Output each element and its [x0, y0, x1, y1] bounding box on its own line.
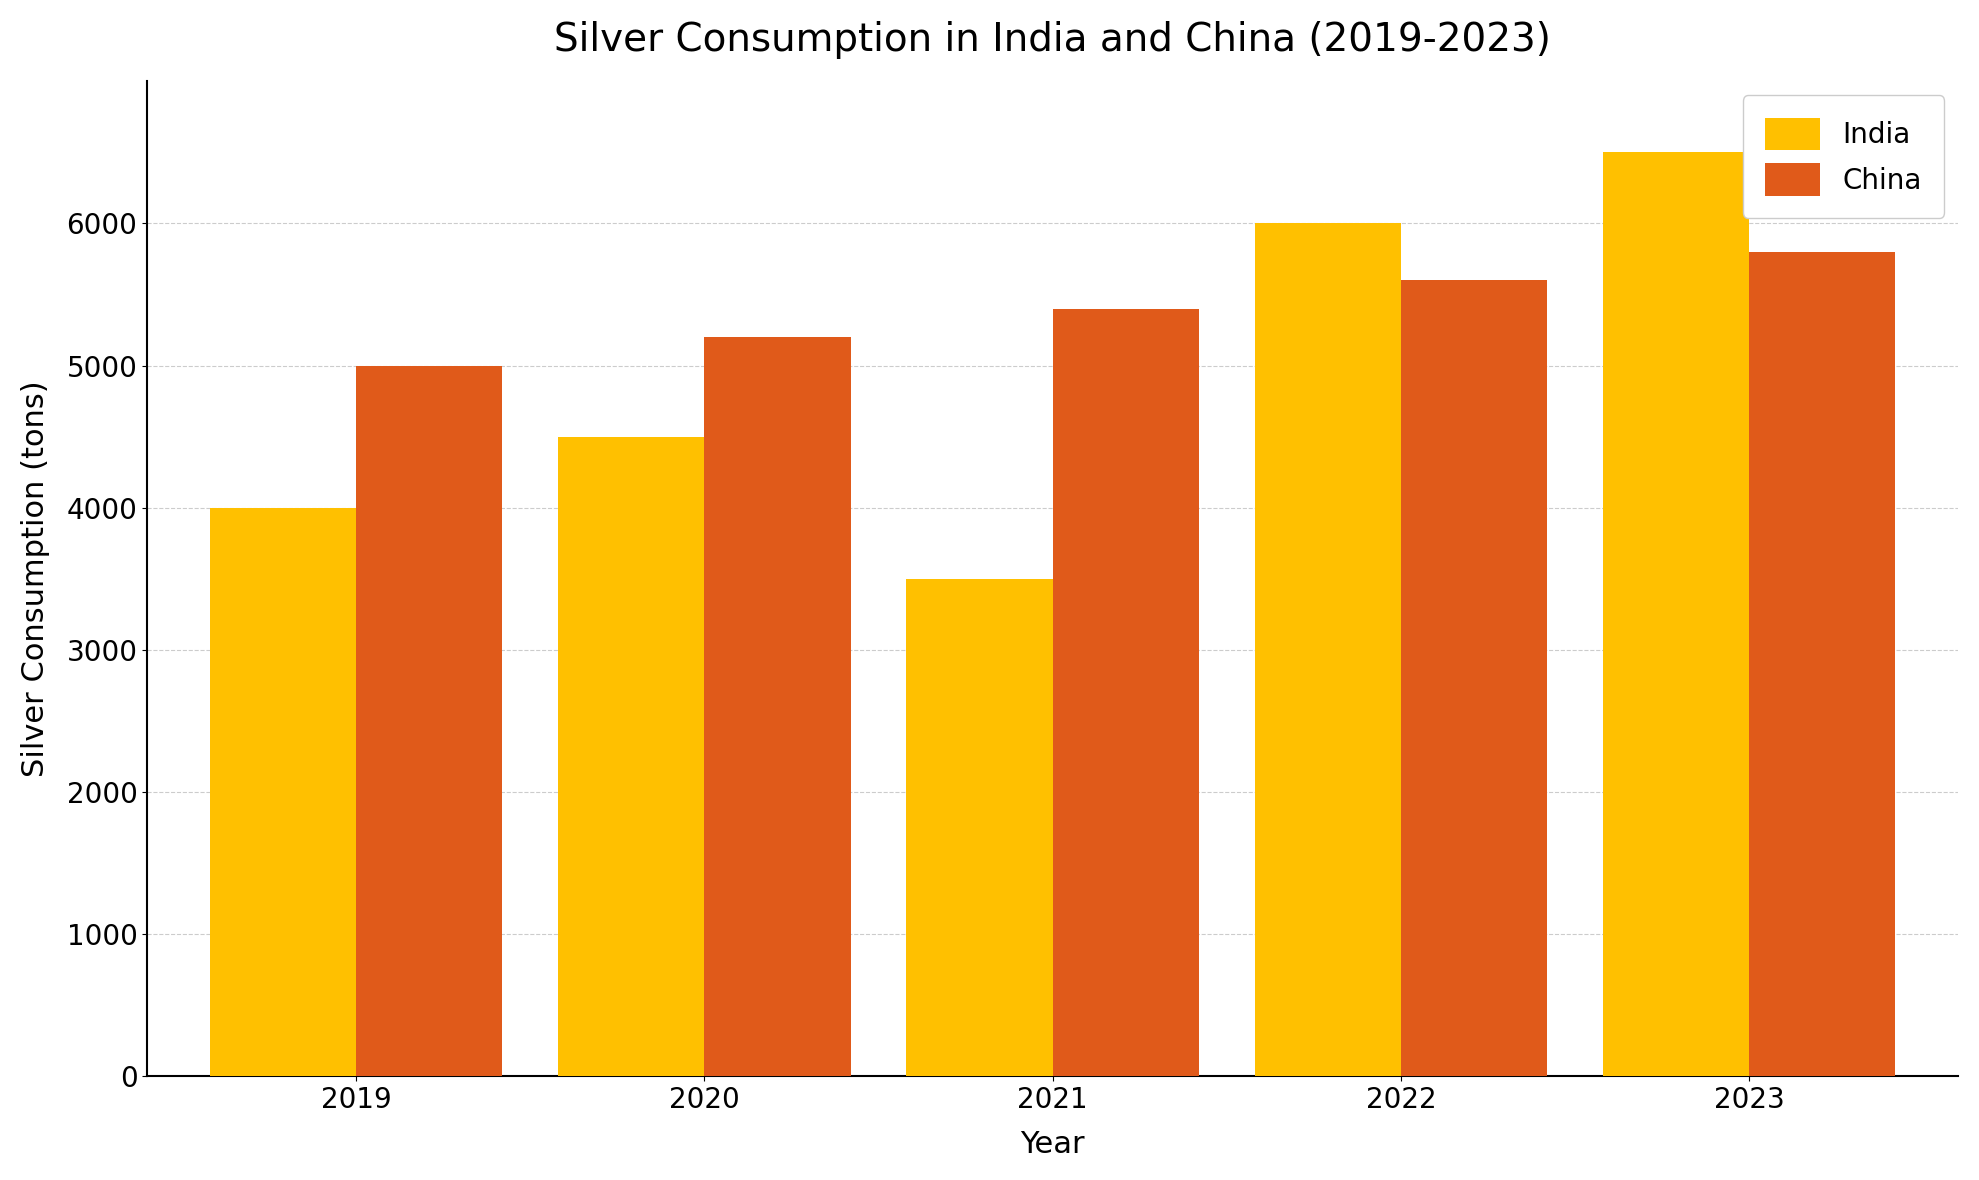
X-axis label: Year: Year — [1021, 1130, 1084, 1159]
Y-axis label: Silver Consumption (tons): Silver Consumption (tons) — [22, 380, 49, 776]
Bar — [705, 337, 851, 1076]
Bar — [906, 578, 1053, 1076]
Bar — [1401, 281, 1548, 1076]
Bar — [210, 507, 356, 1076]
Bar — [1603, 152, 1749, 1076]
Bar — [1053, 309, 1199, 1076]
Bar — [356, 366, 503, 1076]
Legend: India, China: India, China — [1743, 96, 1943, 218]
Bar — [558, 437, 705, 1076]
Title: Silver Consumption in India and China (2019-2023): Silver Consumption in India and China (2… — [554, 21, 1552, 59]
Bar — [1255, 223, 1401, 1076]
Bar — [1749, 251, 1896, 1076]
